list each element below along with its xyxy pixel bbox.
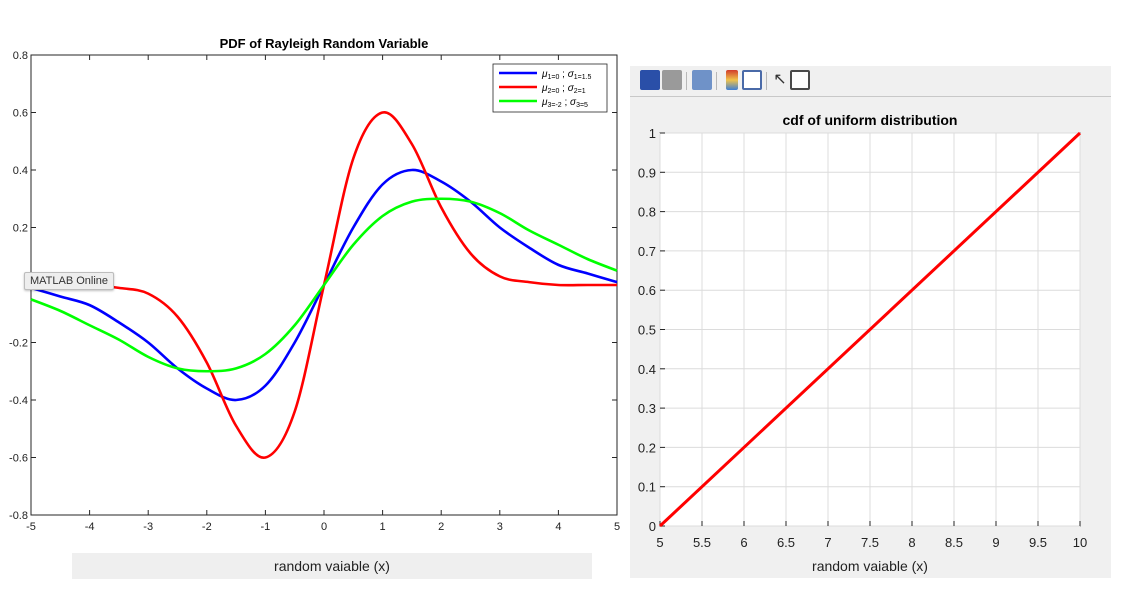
x-tick-label: 10 [1073, 535, 1087, 550]
x-tick-label: 6.5 [777, 535, 795, 550]
y-tick-label: 0 [649, 519, 656, 534]
rayleigh-xlabel: random vaiable (x) [274, 558, 390, 574]
print-preview-icon[interactable] [692, 70, 712, 90]
x-tick-label: 5.5 [693, 535, 711, 550]
rayleigh-pdf-chart: PDF of Rayleigh Random Variable -5 -4 -3 -2… [9, 36, 620, 533]
y-tick-label: 0.8 [638, 205, 656, 220]
x-tick-label: -3 [143, 521, 153, 533]
y-tick-label: 0.5 [638, 323, 656, 338]
print-icon[interactable] [662, 70, 682, 90]
uniform-xlabel: random vaiable (x) [812, 558, 928, 574]
x-tick-label: 5 [656, 535, 663, 550]
x-tick-label: 9 [992, 535, 999, 550]
legend-entry-3: μ3=-2 ; σ3=5 [541, 97, 588, 109]
y-tick-label: 0.8 [13, 50, 28, 62]
x-tick-label: -4 [85, 521, 95, 533]
y-tick-label: 0.3 [638, 401, 656, 416]
series-line-3 [30, 197, 618, 373]
y-tick-label: -0.8 [9, 510, 28, 522]
x-tick-label: -2 [202, 521, 212, 533]
y-tick-label: 0.2 [13, 223, 28, 235]
y-tick-label: 0.2 [638, 440, 656, 455]
x-tick-label: 7.5 [861, 535, 879, 550]
figure-toolbar: ↖ [630, 66, 1111, 97]
x-tick-label: 4 [555, 521, 561, 533]
y-tick-label: -0.4 [9, 395, 28, 407]
pointer-icon[interactable]: ↖ [773, 71, 787, 88]
y-tick-label: -0.2 [9, 338, 28, 350]
x-tick-label: 8.5 [945, 535, 963, 550]
y-tick-label: -0.6 [9, 453, 28, 465]
legend-entry-2: μ2=0 ; σ2=1 [541, 83, 586, 95]
y-tick-label: 1 [649, 126, 656, 141]
save-icon[interactable] [640, 70, 660, 90]
uniform-chart-title: cdf of uniform distribution [783, 112, 958, 128]
x-tick-label: -1 [261, 521, 271, 533]
uniform-cdf-chart: cdf of uniform distribution 5 5.5 6 6.5 7 7.5… [638, 112, 1087, 574]
x-tick-label: 6 [740, 535, 747, 550]
y-tick-label: 0.9 [638, 165, 656, 180]
y-tick-label: 0.4 [638, 362, 656, 377]
x-tick-label: 5 [614, 521, 620, 533]
matlab-figure-window: ↖ cdf of uniform distribution 5 5.5 6 6.5 7 7… [630, 66, 1111, 578]
y-tick-label: 0.6 [13, 108, 28, 120]
cdf-line [658, 131, 1082, 528]
y-tick-label: 0.1 [638, 480, 656, 495]
y-tick-label: 0.6 [638, 283, 656, 298]
rayleigh-chart-title: PDF of Rayleigh Random Variable [220, 36, 429, 51]
colorbar-icon[interactable] [726, 70, 738, 90]
x-tick-label: -5 [26, 521, 36, 533]
x-tick-label: 7 [824, 535, 831, 550]
x-tick-label: 2 [438, 521, 444, 533]
toolbar-separator [766, 72, 767, 90]
y-tick-label: 0.4 [13, 165, 28, 177]
y-tick-label: 0.7 [638, 244, 656, 259]
toolbar-separator [686, 72, 687, 90]
legend-entry-1: μ1=0 ; σ1=1.5 [541, 69, 592, 81]
left-xlabel-strip: random vaiable (x) [72, 553, 592, 579]
toolbar-separator [716, 72, 717, 90]
x-tick-label: 1 [380, 521, 386, 533]
x-tick-label: 9.5 [1029, 535, 1047, 550]
matlab-online-tooltip: MATLAB Online [24, 272, 115, 290]
x-tick-label: 0 [321, 521, 327, 533]
rayleigh-legend: μ1=0 ; σ1=1.5 μ2=0 ; σ2=1 μ3=-2 ; σ3=5 [492, 63, 608, 113]
property-editor-icon[interactable] [790, 70, 810, 90]
x-tick-label: 3 [497, 521, 503, 533]
x-tick-label: 8 [908, 535, 915, 550]
legend-icon[interactable] [742, 70, 762, 90]
